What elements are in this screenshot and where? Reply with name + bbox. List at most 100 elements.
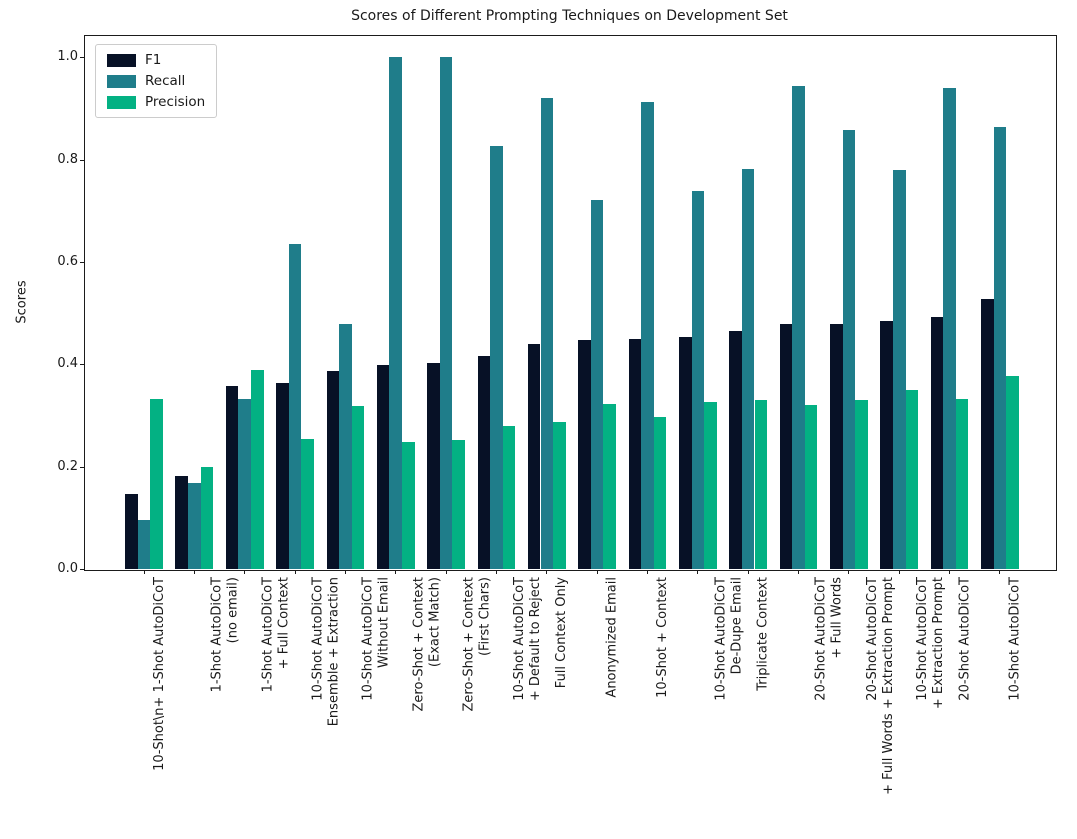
x-tick-mark [344, 570, 346, 574]
bar-recall-5 [339, 324, 352, 569]
bar-precision-16 [905, 389, 919, 569]
legend: F1 Recall Precision [95, 44, 218, 118]
bar-recall-13 [741, 169, 755, 569]
x-tick-label: 10-Shot AutoDiCoT [1007, 577, 1023, 701]
y-tick-mark [80, 159, 84, 161]
bar-f1-14 [779, 324, 793, 569]
x-tick-mark [999, 570, 1001, 574]
x-tick-label: 10-Shot + Context [655, 577, 671, 698]
y-tick-mark [80, 466, 84, 468]
x-tick-label: Anonymized Email [604, 577, 620, 698]
bar-recall-2 [188, 483, 201, 569]
bar-recall-8 [490, 146, 503, 569]
x-tick-mark [848, 570, 850, 574]
bar-f1-10 [578, 340, 591, 569]
x-tick-mark [143, 570, 145, 574]
bar-f1-18 [981, 298, 994, 569]
legend-item-recall: Recall [107, 74, 205, 88]
x-tick-label: 10-Shot\n+ 1-Shot AutoDiCoT [151, 577, 167, 771]
bar-precision-11 [653, 416, 667, 569]
legend-swatch-recall [107, 74, 136, 88]
bar-recall-14 [792, 86, 805, 569]
bar-precision-8 [502, 426, 516, 569]
bar-f1-13 [729, 330, 742, 569]
x-tick-mark [747, 570, 749, 574]
bar-recall-18 [993, 127, 1007, 569]
bar-recall-1 [137, 520, 151, 569]
x-tick-label: Zero-Shot + Context (First Chars) [461, 577, 493, 712]
bar-recall-17 [943, 88, 956, 569]
y-tick-mark [80, 569, 84, 570]
bar-f1-1 [125, 493, 138, 569]
legend-label: Recall [145, 73, 186, 89]
bar-f1-7 [427, 362, 440, 569]
x-tick-label: 20-Shot AutoDiCoT + Full Words [814, 577, 845, 701]
y-tick-mark [80, 261, 84, 263]
legend-swatch-precision [107, 95, 136, 109]
y-tick-label: 1.0 [57, 49, 78, 65]
legend-swatch-f1 [107, 53, 136, 67]
y-axis-label: Scores [14, 280, 30, 324]
x-tick-label: 10-Shot AutoDiCoT + Extraction Prompt [914, 577, 946, 710]
x-tick-label: 10-Shot AutoDiCoT De-Dupe Email [713, 577, 744, 701]
x-tick-label: Zero-Shot + Context (Exact Match) [411, 577, 442, 712]
x-tick-mark [244, 570, 246, 574]
y-tick-label: 0.6 [57, 253, 78, 269]
bar-f1-12 [678, 337, 692, 569]
bar-precision-13 [754, 399, 768, 569]
y-tick-label: 0.8 [57, 151, 78, 167]
bar-recall-9 [540, 97, 554, 569]
bar-precision-1 [150, 399, 163, 569]
x-tick-label: 10-Shot AutoDiCoT + Default to Reject [511, 577, 543, 702]
x-tick-mark [898, 570, 900, 574]
x-tick-label: 20-Shot AutoDiCoT + Full Words + Extract… [864, 577, 895, 795]
bar-recall-15 [842, 130, 856, 569]
bar-precision-3 [251, 370, 264, 569]
x-tick-mark [647, 570, 648, 574]
x-tick-mark [596, 570, 598, 574]
bar-recall-6 [389, 57, 403, 569]
bar-f1-3 [225, 386, 239, 569]
x-tick-mark [294, 570, 296, 574]
bar-f1-8 [477, 356, 491, 569]
bar-recall-12 [691, 191, 705, 569]
bar-recall-11 [641, 102, 654, 569]
bar-precision-10 [603, 403, 617, 569]
bar-f1-5 [326, 370, 340, 569]
x-tick-label: 10-Shot AutoDiCoT Ensemble + Extraction [310, 577, 342, 727]
chart-title: Scores of Different Prompting Techniques… [351, 8, 788, 24]
bar-f1-16 [880, 320, 893, 569]
x-tick-mark [395, 570, 397, 574]
legend-item-f1: F1 [107, 53, 205, 67]
bar-f1-2 [175, 476, 189, 569]
x-tick-label: Triplicate Context [755, 577, 771, 691]
bar-recall-7 [439, 57, 453, 569]
bar-recall-4 [288, 243, 302, 569]
y-tick-mark [80, 364, 84, 366]
bar-f1-15 [830, 323, 843, 569]
x-tick-mark [798, 570, 800, 574]
bar-precision-12 [704, 402, 717, 569]
bar-f1-9 [527, 343, 541, 569]
x-tick-mark [445, 570, 447, 574]
bar-recall-3 [238, 399, 251, 569]
bar-precision-9 [553, 422, 566, 569]
x-tick-mark [697, 570, 699, 574]
bar-precision-2 [200, 467, 214, 569]
x-tick-label: 20-Shot AutoDiCoT [957, 577, 973, 701]
y-tick-label: 0.0 [57, 561, 78, 576]
legend-label: F1 [145, 52, 162, 68]
x-tick-label: 10-Shot AutoDiCoT Without Email [360, 577, 392, 701]
x-tick-mark [949, 570, 951, 574]
bar-precision-6 [402, 441, 415, 569]
y-tick-label: 0.2 [57, 458, 78, 474]
bar-recall-10 [590, 200, 604, 569]
legend-item-precision: Precision [107, 95, 205, 109]
legend-label: Precision [145, 94, 206, 110]
bar-f1-11 [628, 338, 642, 569]
x-tick-label: 1-Shot AutoDiCoT (no email) [209, 577, 241, 693]
bar-f1-6 [376, 365, 390, 569]
y-tick-mark [80, 57, 84, 59]
bar-f1-4 [276, 382, 289, 569]
